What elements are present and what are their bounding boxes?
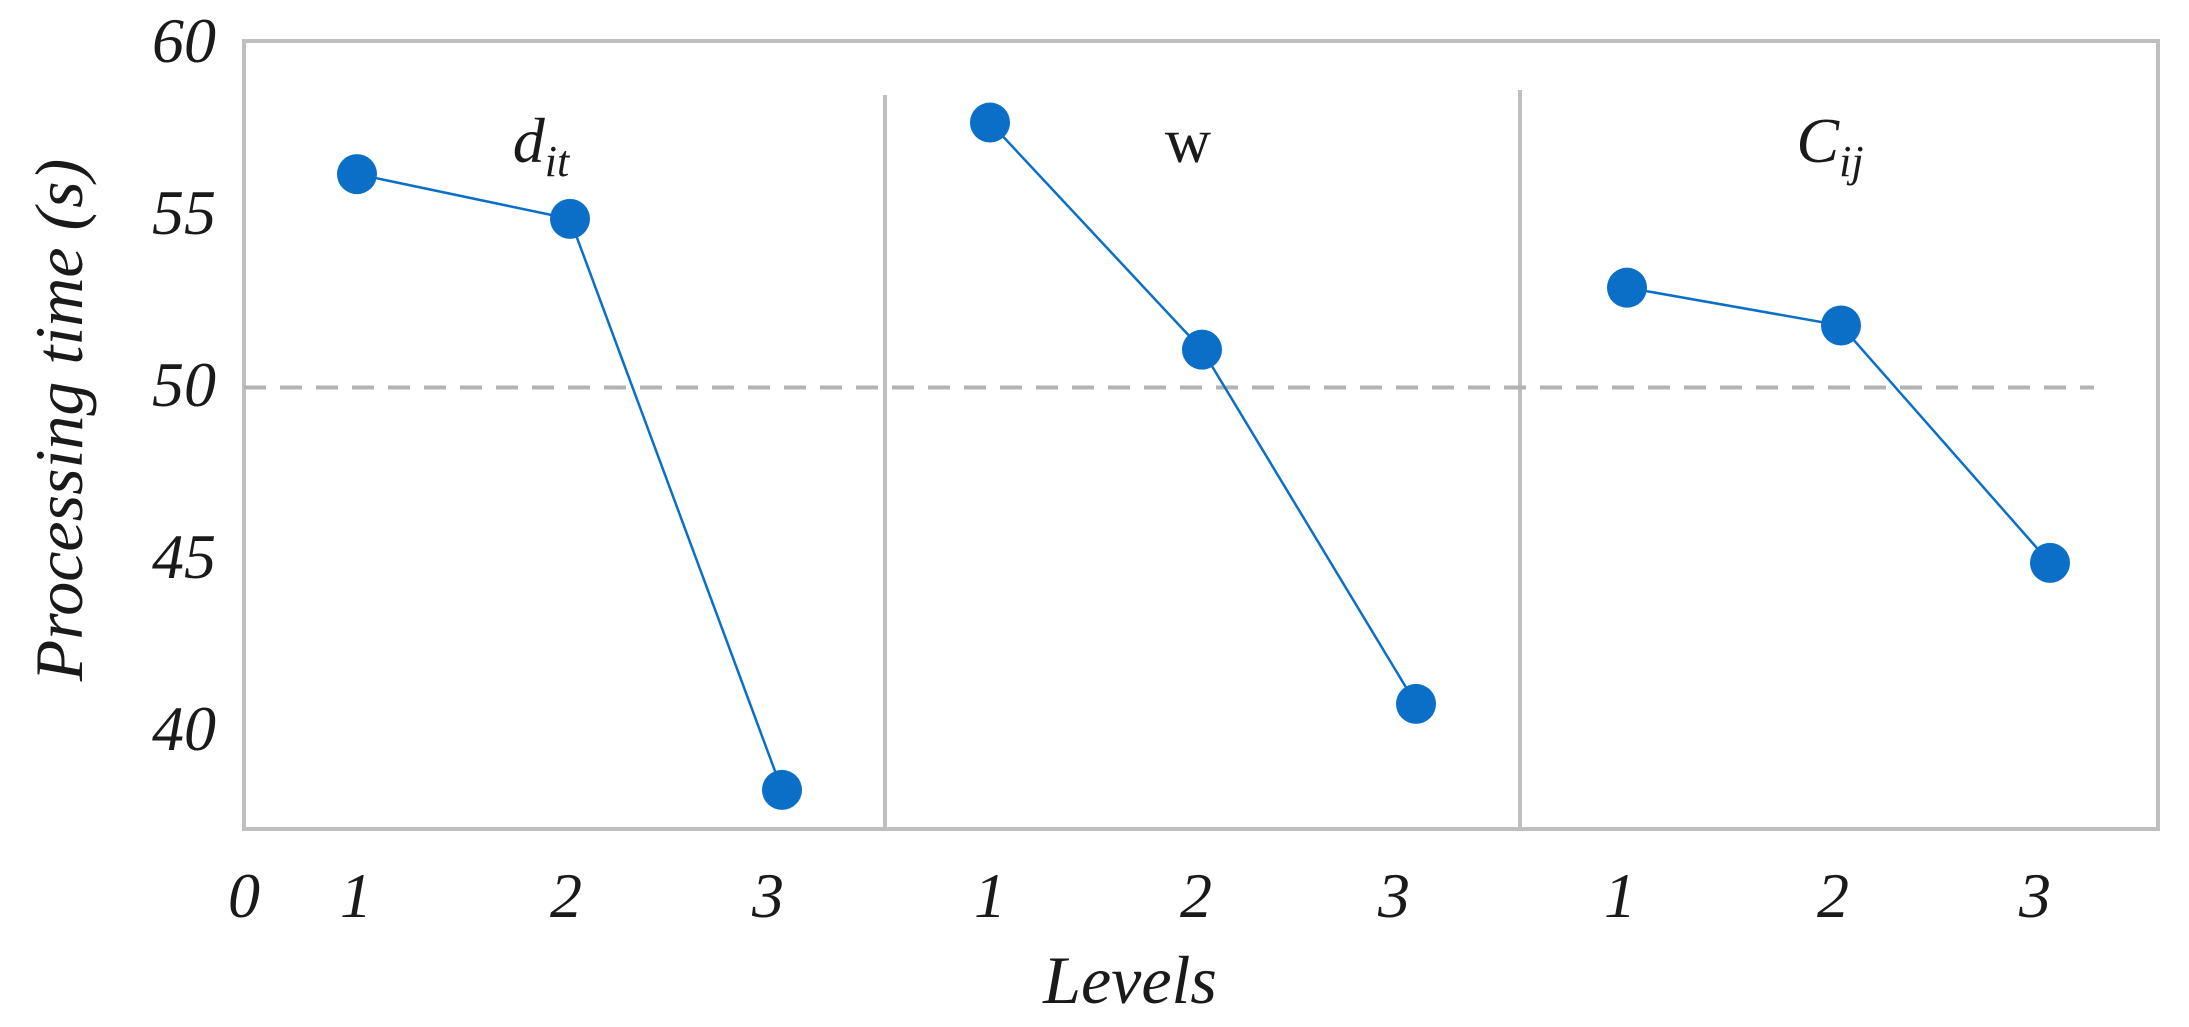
y-tick-label: 40 — [152, 693, 216, 764]
x-tick-label: 1 — [974, 860, 1006, 931]
x-tick-label: 1 — [340, 860, 372, 931]
panel-title-w: w — [1165, 105, 1211, 176]
data-point-panel-3-level-2 — [1821, 305, 1861, 346]
data-point-panel-2-level-1 — [970, 102, 1010, 143]
plot-frame — [242, 39, 2160, 831]
x-tick-label: 3 — [2018, 860, 2051, 931]
x-tick-label: 3 — [1377, 860, 1410, 931]
series-line-panel-1 — [356, 172, 784, 791]
y-axis-title: Processing time (s) — [21, 159, 97, 682]
data-point-panel-1-level-3 — [762, 769, 802, 810]
data-point-panel-3-level-3 — [2030, 542, 2070, 583]
data-point-panel-1-level-2 — [550, 198, 590, 239]
x-tick-label: 2 — [550, 860, 582, 931]
data-point-panel-3-level-1 — [1607, 267, 1647, 308]
x-tick-label: 3 — [751, 860, 784, 931]
data-point-panel-1-level-1 — [337, 154, 377, 195]
data-point-panel-2-level-2 — [1182, 329, 1222, 370]
x-tick-label: 2 — [1180, 860, 1212, 931]
y-tick-label: 55 — [152, 177, 216, 248]
x-tick-label: 1 — [1604, 860, 1636, 931]
panel-title-cij: Cij — [1796, 105, 1863, 186]
series-line-panel-2 — [989, 121, 1418, 705]
x-axis-title: Levels — [1042, 942, 1217, 1018]
y-tick-label: 45 — [152, 521, 216, 592]
panel-title-dit: dit — [513, 105, 571, 186]
x-tick-label: 2 — [1817, 860, 1849, 931]
y-tick-label: 50 — [152, 349, 216, 420]
y-tick-label: 60 — [152, 5, 216, 76]
data-point-panel-2-level-3 — [1396, 683, 1436, 724]
x-tick-label-origin: 0 — [228, 860, 260, 931]
